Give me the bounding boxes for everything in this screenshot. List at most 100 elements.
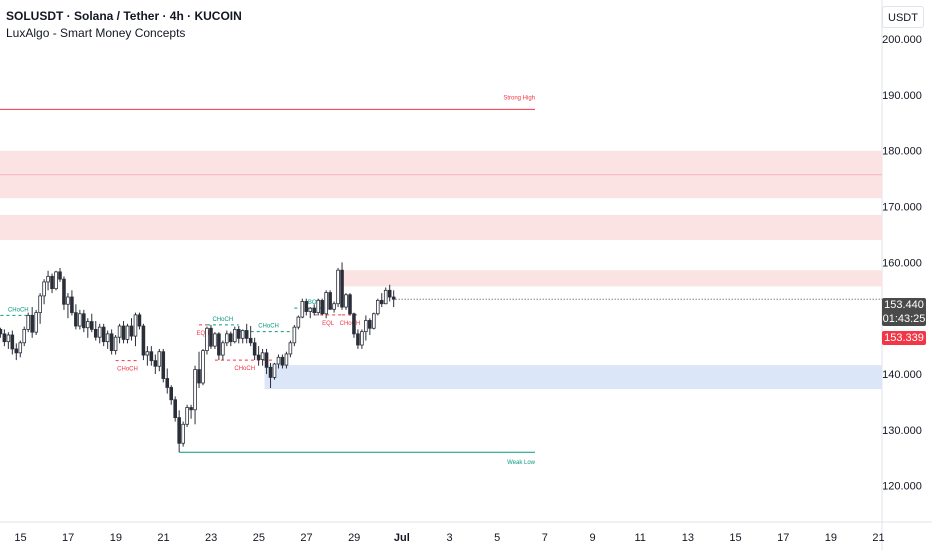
- candle-body[interactable]: [97, 326, 102, 338]
- candle-body[interactable]: [86, 321, 90, 329]
- candle-body[interactable]: [117, 325, 122, 338]
- candle-body[interactable]: [133, 314, 138, 337]
- candle-body[interactable]: [240, 330, 245, 339]
- candle-body[interactable]: [332, 303, 336, 310]
- candle-body[interactable]: [320, 299, 324, 315]
- candle-body[interactable]: [149, 351, 154, 362]
- candle-body[interactable]: [217, 333, 221, 356]
- candle-body[interactable]: [328, 292, 332, 310]
- candle-body[interactable]: [292, 326, 297, 344]
- candle-body[interactable]: [209, 327, 213, 347]
- candle-body[interactable]: [356, 333, 360, 346]
- candle-body[interactable]: [348, 294, 352, 315]
- candle-body[interactable]: [276, 356, 281, 365]
- candle-body[interactable]: [165, 378, 170, 388]
- candle-body[interactable]: [173, 399, 177, 419]
- candle-body[interactable]: [30, 315, 34, 333]
- candle-body[interactable]: [74, 312, 78, 327]
- candle-body[interactable]: [197, 369, 201, 384]
- candle-body[interactable]: [2, 333, 7, 343]
- candle-body[interactable]: [272, 363, 277, 378]
- candle-body[interactable]: [296, 316, 301, 328]
- candle-body[interactable]: [308, 307, 313, 312]
- candle-body[interactable]: [105, 333, 110, 343]
- candle-body[interactable]: [268, 366, 273, 378]
- candle-body[interactable]: [42, 281, 46, 297]
- candle-body[interactable]: [379, 299, 384, 305]
- candle-body[interactable]: [125, 325, 130, 340]
- candle-body[interactable]: [252, 342, 257, 356]
- candle-body[interactable]: [340, 269, 344, 308]
- candle-body[interactable]: [383, 289, 388, 305]
- candle-body[interactable]: [360, 331, 364, 346]
- candle-body[interactable]: [0, 328, 3, 335]
- candle-body[interactable]: [10, 334, 15, 350]
- candle-body[interactable]: [368, 320, 372, 329]
- candle-body[interactable]: [153, 360, 158, 367]
- candle-body[interactable]: [300, 301, 305, 318]
- candle-body[interactable]: [70, 296, 74, 314]
- candle-body[interactable]: [46, 275, 50, 283]
- candle-body[interactable]: [101, 326, 106, 343]
- candle-body[interactable]: [372, 313, 376, 329]
- candle-body[interactable]: [229, 333, 233, 343]
- candle-body[interactable]: [157, 351, 162, 367]
- candle-body[interactable]: [364, 320, 368, 333]
- candle-body[interactable]: [284, 353, 289, 366]
- candle-body[interactable]: [54, 271, 58, 290]
- candle-body[interactable]: [387, 289, 392, 298]
- candle-body[interactable]: [109, 333, 114, 352]
- candle-body[interactable]: [129, 325, 134, 337]
- candle-body[interactable]: [304, 301, 309, 312]
- candle-body[interactable]: [248, 337, 253, 344]
- candle-body[interactable]: [236, 328, 241, 339]
- candle-body[interactable]: [312, 307, 317, 314]
- candle-body[interactable]: [82, 313, 86, 329]
- candle-body[interactable]: [221, 342, 225, 356]
- candle-body[interactable]: [244, 330, 249, 339]
- candle-body[interactable]: [93, 328, 98, 338]
- candle-body[interactable]: [89, 321, 94, 330]
- candle-body[interactable]: [34, 312, 38, 333]
- candle-body[interactable]: [201, 350, 205, 384]
- candle-body[interactable]: [352, 313, 356, 335]
- candle-body[interactable]: [193, 369, 197, 411]
- candle-body[interactable]: [181, 423, 185, 444]
- candle-body[interactable]: [18, 342, 23, 354]
- candle-body[interactable]: [78, 313, 82, 327]
- candle-body[interactable]: [145, 351, 150, 356]
- candle-body[interactable]: [264, 352, 269, 368]
- candle-body[interactable]: [256, 354, 261, 360]
- candle-body[interactable]: [121, 325, 126, 340]
- currency-selector[interactable]: USDT: [882, 6, 924, 28]
- candle-body[interactable]: [22, 328, 27, 344]
- candle-body[interactable]: [260, 352, 265, 360]
- candle-body[interactable]: [288, 342, 293, 355]
- candle-body[interactable]: [141, 325, 146, 356]
- candle-body[interactable]: [6, 334, 11, 343]
- candle-body[interactable]: [38, 295, 42, 314]
- candle-body[interactable]: [169, 387, 174, 401]
- candle-body[interactable]: [324, 292, 328, 315]
- candle-body[interactable]: [62, 278, 66, 305]
- candle-body[interactable]: [280, 356, 285, 366]
- candle-body[interactable]: [336, 269, 340, 305]
- indicator-label[interactable]: LuxAlgo - Smart Money Concepts: [6, 26, 186, 40]
- candle-body[interactable]: [66, 296, 70, 305]
- symbol-title[interactable]: SOLUSDT · Solana / Tether · 4h · KUCOIN: [6, 9, 242, 23]
- candle-body[interactable]: [14, 348, 19, 354]
- candle-body[interactable]: [161, 351, 166, 379]
- candle-body[interactable]: [185, 407, 189, 425]
- candle-body[interactable]: [375, 299, 380, 315]
- candle-body[interactable]: [50, 275, 54, 290]
- candle-body[interactable]: [137, 314, 142, 327]
- candle-body[interactable]: [26, 315, 30, 330]
- candle-body[interactable]: [113, 336, 118, 352]
- candle-body[interactable]: [316, 299, 320, 314]
- candle-body[interactable]: [213, 333, 217, 347]
- candle-body[interactable]: [205, 327, 209, 352]
- candle-body[interactable]: [225, 333, 229, 344]
- candle-body[interactable]: [232, 328, 237, 343]
- candle-body[interactable]: [391, 296, 396, 300]
